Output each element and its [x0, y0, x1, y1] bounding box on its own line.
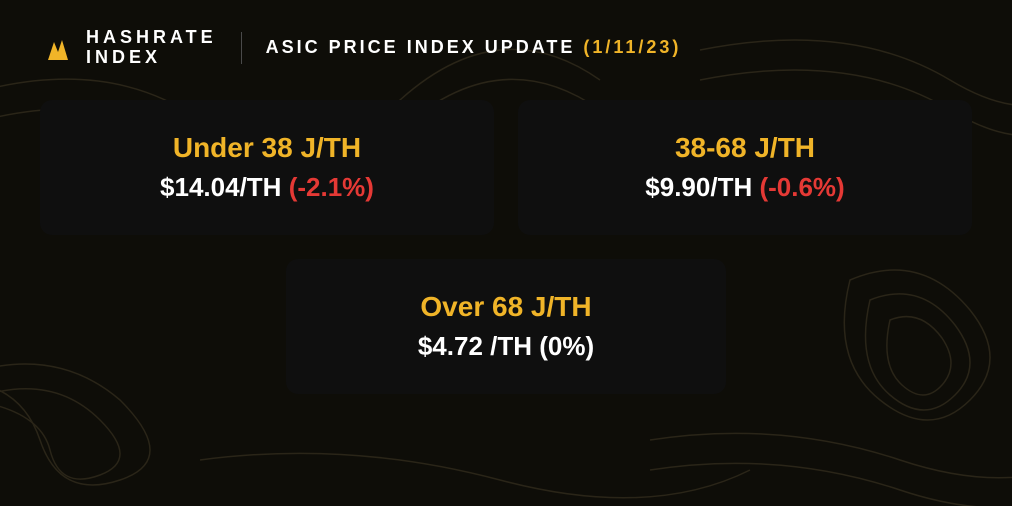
card-title: Under 38 J/TH [80, 132, 454, 164]
logo-line2: INDEX [86, 48, 217, 68]
price-value: $4.72 /TH [418, 331, 539, 361]
cards-top-row: Under 38 J/TH $14.04/TH (-2.1%) 38-68 J/… [40, 100, 972, 235]
card-title: Over 68 J/TH [326, 291, 686, 323]
card-38-68: 38-68 J/TH $9.90/TH (-0.6%) [518, 100, 972, 235]
price-change: (-2.1%) [289, 172, 374, 202]
card-over-68: Over 68 J/TH $4.72 /TH (0%) [286, 259, 726, 394]
price-value: $14.04/TH [160, 172, 289, 202]
logo-line1: HASHRATE [86, 28, 217, 48]
update-date: (1/11/23) [583, 37, 681, 58]
card-under-38: Under 38 J/TH $14.04/TH (-2.1%) [40, 100, 494, 235]
header: HASHRATE INDEX ASIC PRICE INDEX UPDATE (… [40, 28, 972, 68]
cards-container: Under 38 J/TH $14.04/TH (-2.1%) 38-68 J/… [40, 100, 972, 394]
card-price-row: $4.72 /TH (0%) [326, 331, 686, 362]
card-price-row: $9.90/TH (-0.6%) [558, 172, 932, 203]
logo-icon [40, 32, 72, 64]
price-value: $9.90/TH [645, 172, 759, 202]
price-change: (-0.6%) [759, 172, 844, 202]
price-change: (0%) [539, 331, 594, 361]
card-price-row: $14.04/TH (-2.1%) [80, 172, 454, 203]
card-title: 38-68 J/TH [558, 132, 932, 164]
logo-text: HASHRATE INDEX [86, 28, 217, 68]
logo: HASHRATE INDEX [40, 28, 217, 68]
title-block: ASIC PRICE INDEX UPDATE (1/11/23) [266, 37, 682, 58]
header-divider [241, 32, 242, 64]
page-title: ASIC PRICE INDEX UPDATE [266, 37, 576, 58]
